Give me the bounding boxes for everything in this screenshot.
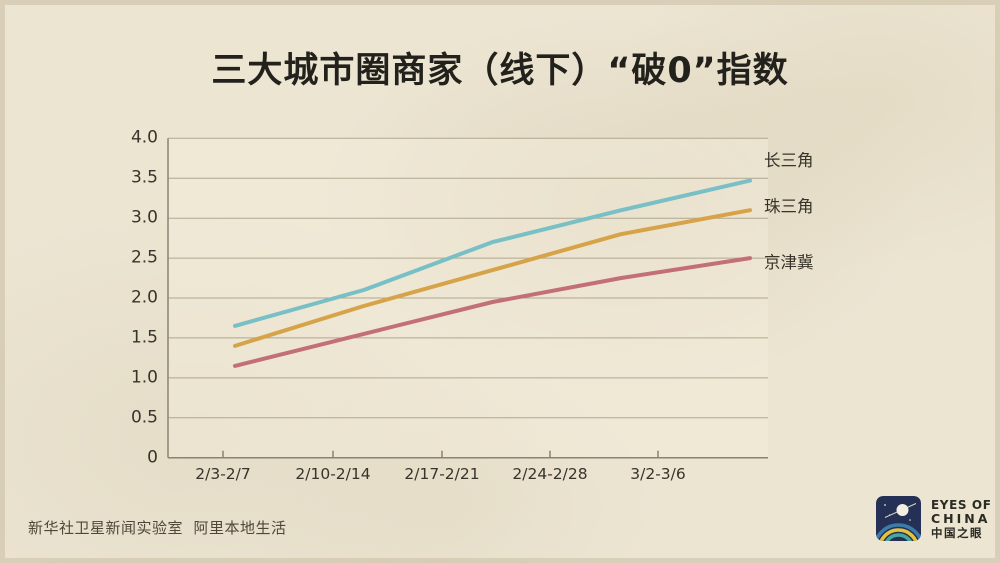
- series-line-0: [233, 178, 752, 328]
- y-axis-tick-label: 3.0: [130, 207, 158, 228]
- page-title: 三大城市圈商家（线下）“破0”指数: [211, 51, 789, 91]
- logo-line-eyes-of: EYES OF: [931, 498, 992, 512]
- y-axis-tick-label: 3.5: [130, 167, 158, 188]
- eyes-of-china-logo: EYES OF CHINA 中国之眼: [876, 496, 992, 541]
- series-label-changsanjiao: 长三角: [764, 150, 814, 170]
- y-axis-tick-label: 1.0: [130, 367, 158, 388]
- series-label-zhusanjiao: 珠三角: [764, 196, 814, 216]
- logo-line-chinese: 中国之眼: [931, 526, 983, 540]
- y-axis-tick-label: 0: [147, 447, 158, 468]
- y-axis-tick-label: 1.5: [130, 327, 158, 348]
- x-axis-tick-label: 2/3-2/7: [195, 465, 251, 483]
- x-axis-tick-label: 3/2-3/6: [630, 465, 686, 483]
- logo-text: EYES OF CHINA 中国之眼: [931, 496, 992, 541]
- x-axis-tick-label: 2/10-2/14: [295, 465, 371, 483]
- series-label-jingjinji: 京津冀: [764, 252, 814, 272]
- y-axis-tick-label: 4.0: [130, 127, 158, 148]
- footer-credit: 新华社卫星新闻实验室 阿里本地生活: [28, 519, 287, 537]
- x-axis-tick-label: 2/24-2/28: [512, 465, 588, 483]
- series-line-1: [233, 208, 752, 348]
- x-axis-tick-label: 2/17-2/21: [404, 465, 480, 483]
- series-line-2: [233, 256, 752, 368]
- satellite-planet-icon: [876, 496, 921, 541]
- logo-line-china: CHINA: [931, 511, 991, 526]
- y-axis-tick-label: 2.5: [130, 247, 158, 268]
- y-axis-tick-label: 0.5: [130, 407, 158, 428]
- y-axis-tick-label: 2.0: [130, 287, 158, 308]
